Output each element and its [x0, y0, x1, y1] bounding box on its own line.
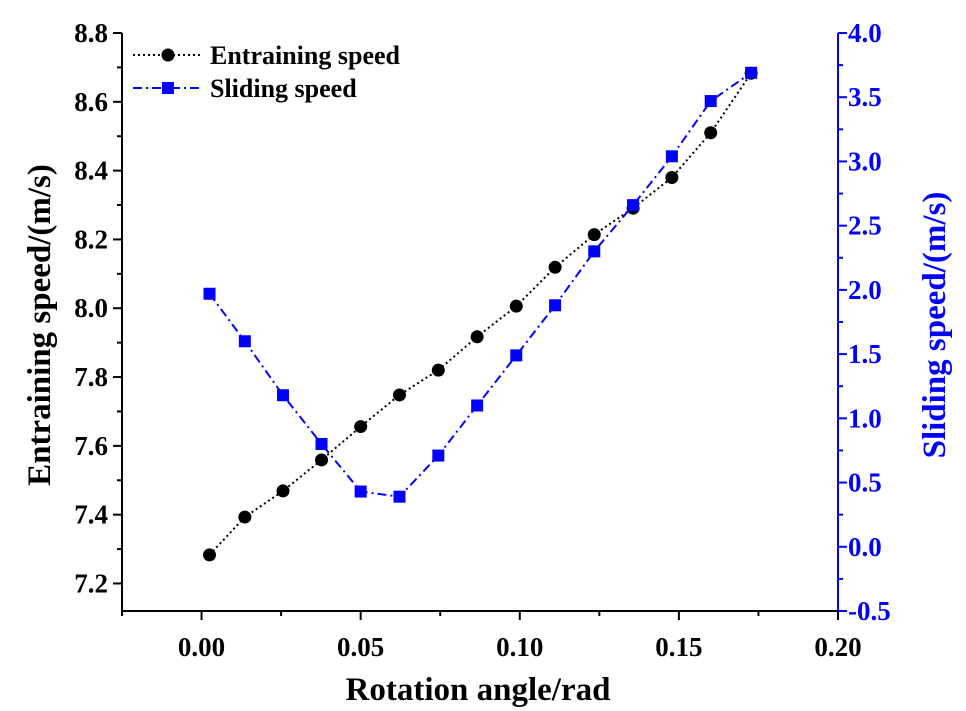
data-point-square: [745, 66, 758, 79]
data-point-square: [510, 349, 523, 362]
y-left-tick-label: 8.6: [74, 87, 108, 117]
y-right-tick-label: 2.0: [848, 275, 882, 305]
y-right-tick-label: 0.5: [848, 468, 882, 498]
data-point-square: [471, 399, 484, 412]
data-point-circle: [203, 548, 217, 562]
data-point-circle: [665, 171, 679, 184]
y-right-tick-label: 3.0: [848, 146, 882, 176]
data-point-circle: [509, 299, 523, 313]
series-line: [208, 72, 752, 556]
data-point-square: [627, 199, 640, 212]
y-right-tick-label: 2.5: [848, 211, 882, 241]
y-left-tick-label: 7.2: [74, 568, 108, 598]
legend-label: Entraining speed: [210, 41, 401, 70]
data-point-circle: [392, 388, 406, 402]
x-tick-label: 0.20: [814, 632, 861, 662]
data-point-circle: [470, 330, 484, 344]
data-point-circle: [431, 363, 445, 377]
y-left-tick-label: 7.4: [74, 500, 108, 530]
x-tick-label: 0.10: [496, 632, 543, 662]
legend-label: Sliding speed: [210, 74, 357, 103]
y-right-tick-label: 0.0: [848, 532, 882, 562]
data-point-square: [315, 438, 328, 451]
series-line: [208, 71, 752, 498]
y-left-tick-label: 8.4: [74, 156, 108, 186]
x-tick-label: 0.05: [337, 632, 384, 662]
series-1: [203, 66, 758, 562]
plot-frame: [121, 33, 839, 612]
y-axis-left: 7.2 7.4 7.6 7.8 8.0 8.2 8.4 8.6 8.8: [74, 18, 122, 598]
y-right-tick-label: 4.0: [848, 18, 882, 48]
data-point-square: [704, 95, 717, 108]
y-left-tick-label: 8.8: [74, 18, 108, 48]
series-2: [203, 66, 758, 503]
x-axis: 0.00 0.05 0.10 0.15 0.20: [121, 611, 862, 662]
data-point-circle: [276, 484, 290, 498]
x-tick-label: 0.00: [178, 632, 225, 662]
legend-item-2: Sliding speed: [133, 74, 357, 103]
y-axis-right-title: Sliding speed/(m/s): [917, 192, 953, 459]
y-axis-left-title: Entraining speed/(m/s): [22, 164, 58, 486]
data-point-circle: [354, 420, 368, 434]
y-left-tick-label: 7.8: [74, 362, 108, 392]
x-tick-label: 0.15: [655, 632, 702, 662]
data-point-square: [277, 389, 290, 402]
y-right-tick-label: -0.5: [848, 596, 891, 626]
data-point-square: [238, 335, 251, 348]
data-point-square: [432, 449, 445, 462]
data-point-square: [393, 490, 406, 503]
legend: Entraining speed Sliding speed: [133, 41, 401, 103]
data-point-circle: [548, 260, 562, 274]
y-right-tick-label: 1.0: [848, 403, 882, 433]
data-point-square: [354, 485, 367, 498]
y-right-tick-label: 3.5: [848, 82, 882, 112]
data-point-square: [588, 245, 601, 258]
legend-item-1: Entraining speed: [133, 41, 401, 70]
y-left-tick-label: 8.0: [74, 293, 108, 323]
data-point-square: [549, 299, 562, 312]
data-point-circle: [315, 453, 329, 467]
x-axis-title: Rotation angle/rad: [346, 672, 611, 708]
series-layer: [203, 66, 758, 562]
data-point-circle: [587, 228, 601, 242]
data-point-circle: [704, 126, 718, 140]
y-left-tick-label: 7.6: [74, 431, 108, 461]
legend-marker: [161, 48, 175, 62]
y-left-tick-label: 8.2: [74, 224, 108, 254]
legend-marker: [162, 82, 174, 94]
data-point-square: [203, 287, 216, 300]
data-point-square: [665, 150, 678, 163]
y-right-tick-label: 1.5: [848, 339, 882, 369]
y-axis-right: -0.5 0.0 0.5 1.0 1.5 2.0 2.5 3.0 3.5 4.0: [838, 18, 891, 626]
data-point-circle: [238, 510, 252, 524]
